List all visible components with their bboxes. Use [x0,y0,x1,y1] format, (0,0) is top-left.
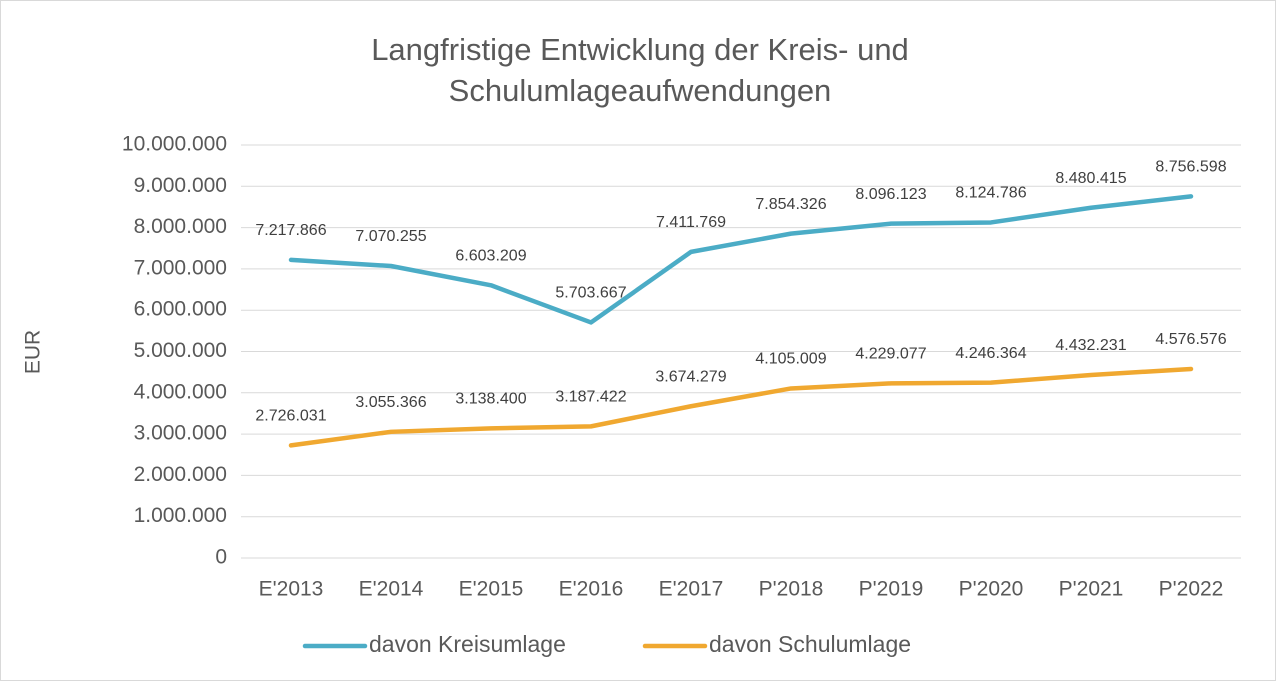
x-tick-label: E'2016 [559,578,624,601]
y-tick-label: 10.000.000 [122,133,227,156]
data-label: 8.756.598 [1155,159,1226,176]
x-tick-label: E'2014 [359,578,424,601]
data-label: 6.603.209 [455,248,526,265]
y-tick-label: 8.000.000 [134,215,227,238]
x-tick-label: E'2013 [259,578,324,601]
data-label: 7.217.866 [255,222,326,239]
data-label: 7.411.769 [656,214,726,231]
x-tick-label: P'2018 [759,578,824,601]
data-label: 3.187.422 [555,389,626,406]
data-label: 5.703.667 [555,285,626,302]
data-label: 3.138.400 [455,391,526,408]
x-tick-label: P'2019 [859,578,924,601]
chart-title: Langfristige Entwicklung der Kreis- und [371,32,909,67]
legend-label: davon Kreisumlage [369,631,566,657]
x-tick-label: E'2015 [459,578,524,601]
data-label: 7.854.326 [755,196,826,213]
x-tick-label: P'2022 [1159,578,1224,601]
line [288,366,1194,448]
y-tick-label: 7.000.000 [134,256,227,279]
y-tick-label: 6.000.000 [134,298,227,321]
data-label: 2.726.031 [255,408,326,425]
y-tick-label: 1.000.000 [134,504,227,527]
line [288,194,1194,325]
y-tick-label: 5.000.000 [134,339,227,362]
data-label: 4.246.364 [955,345,1026,362]
data-label: 7.070.255 [355,228,426,245]
x-tick-label: P'2021 [1059,578,1124,601]
y-axis-label: EUR [22,330,45,374]
y-tick-label: 9.000.000 [134,174,227,197]
data-label: 4.576.576 [1155,331,1226,348]
chart-title: Schulumlageaufwendungen [449,73,832,108]
y-tick-label: 3.000.000 [134,422,227,445]
data-label: 4.105.009 [755,351,826,368]
data-label: 3.055.366 [355,394,426,411]
y-tick-label: 2.000.000 [134,463,227,486]
data-label: 3.674.279 [655,368,726,385]
data-label: 4.432.231 [1055,337,1126,354]
data-label: 8.124.786 [955,185,1026,202]
data-label: 8.480.415 [1055,170,1126,187]
x-tick-label: P'2020 [959,578,1024,601]
data-label: 4.229.077 [855,346,926,363]
data-label: 8.096.123 [855,186,926,203]
legend-label: davon Schulumlage [709,631,911,657]
y-tick-label: 4.000.000 [134,380,227,403]
x-tick-label: E'2017 [659,578,724,601]
y-tick-label: 0 [215,546,227,569]
